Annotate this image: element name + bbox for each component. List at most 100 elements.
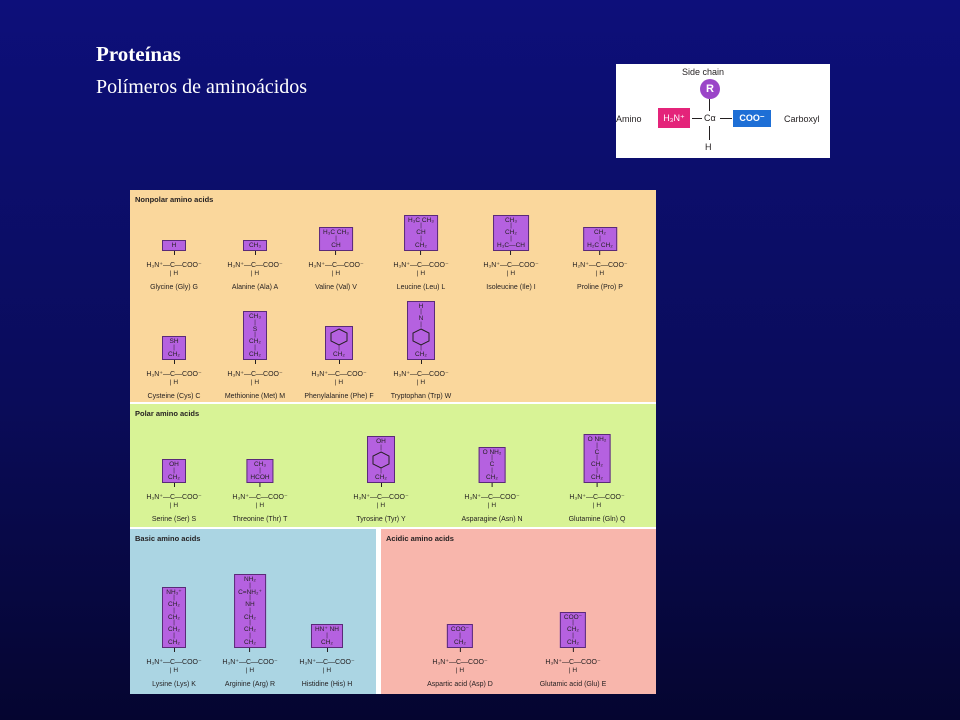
bond-to-alpha-carbon xyxy=(173,251,175,255)
amino-acid-name: Phenylalanine (Phe) F xyxy=(304,393,374,400)
bond-to-alpha-carbon xyxy=(173,360,175,364)
alpha-hydrogen: | H xyxy=(255,502,265,509)
alpha-hydrogen: | H xyxy=(169,379,179,386)
amino-acid-polar: CH₃ | HCOH H₃N⁺—C—COO⁻ | H Threonine (Thr) T xyxy=(216,413,304,523)
amino-acid-nonpolar: | CH₂ H₃N⁺—C—COO⁻ | H Phenylalanine (Phe) F xyxy=(295,290,383,400)
amino-acid-polar: OH | | CH₂ H₃N⁺—C—COO⁻ | H Tyrosine (Tyr) Y xyxy=(337,413,425,523)
bond: | xyxy=(338,344,340,351)
bond: | xyxy=(254,332,256,338)
carboxyl-label: Carboxyl xyxy=(784,114,820,124)
r-group-circle: R xyxy=(700,79,720,99)
side-chain: CH₂ | H₂C CH₂ xyxy=(583,227,617,255)
side-group: OH xyxy=(376,438,386,445)
bond-to-alpha-carbon xyxy=(599,251,601,255)
bond: | xyxy=(420,309,422,315)
amino-acid-polar: O NH₂ | C | CH₂ H₃N⁺—C—COO⁻ | H Asparagine (Asn… xyxy=(448,413,536,523)
amino-acid-name: Alanine (Ala) A xyxy=(231,284,279,291)
amino-group-box: H₃N⁺ xyxy=(658,108,690,128)
amino-acid-basic: NH₃⁺ | CH₂ | CH₂ | CH₂ | CH₂ H₃N⁺—C—COO⁻ | H Lysine… xyxy=(130,578,218,688)
bond: | xyxy=(459,632,461,639)
backbone-formula: H₃N⁺—C—COO⁻ xyxy=(146,494,202,501)
amino-acid-name: Cysteine (Cys) C xyxy=(147,393,201,400)
side-chain-box: COO⁻ | CH₂ xyxy=(446,624,474,648)
acidic-panel: Acidic amino acids xyxy=(381,529,656,694)
side-chain-box: H xyxy=(162,239,186,251)
bond: | xyxy=(249,632,251,639)
backbone-formula: H₃N⁺—C—COO⁻ xyxy=(432,659,488,666)
side-group: CH₂ xyxy=(505,229,517,236)
amino-label: Amino xyxy=(616,114,642,124)
side-chain: H | N | | CH₂ xyxy=(407,300,435,364)
bond: | xyxy=(326,632,328,639)
bond: | xyxy=(596,455,598,461)
amino-acid-nonpolar: CH₃ | S | CH₂ | CH₂ H₃N⁺—C—COO⁻ | H Methionine (M… xyxy=(211,290,299,400)
backbone-formula: H₃N⁺—C—COO⁻ xyxy=(311,371,367,378)
side-chain-box: NH₃⁺ | CH₂ | CH₂ | CH₂ | CH₂ xyxy=(162,586,186,648)
bond-to-alpha-carbon xyxy=(173,648,175,652)
backbone-formula: H₃N⁺—C—COO⁻ xyxy=(232,494,288,501)
bond-to-alpha-carbon xyxy=(420,360,422,364)
side-group: H xyxy=(171,241,177,249)
side-group: CH₂ xyxy=(168,350,180,358)
side-group: NH xyxy=(245,601,255,608)
side-chain: NH₂ | C=NH₂⁺ | NH | CH₂ | CH₂ | CH₂ xyxy=(234,574,266,652)
alpha-hydrogen: | H xyxy=(334,379,344,386)
side-group: H xyxy=(418,302,424,310)
bond: | xyxy=(572,632,574,639)
side-group: CH₂ xyxy=(567,626,579,633)
side-chain-label: Side chain xyxy=(682,67,725,77)
alpha-hydrogen: | H xyxy=(455,667,465,674)
amino-acid-name: Tyrosine (Tyr) Y xyxy=(356,516,406,523)
side-group: CH₂ xyxy=(321,638,333,646)
side-chain-box: H | N | | CH₂ xyxy=(407,300,435,360)
amino-acid-name: Glutamic acid (Glu) E xyxy=(539,681,607,688)
bond-to-alpha-carbon xyxy=(249,648,251,652)
side-chain: H₃C CH₃ | CH xyxy=(319,227,353,255)
bond-to-alpha-carbon xyxy=(572,648,574,652)
side-group: CH₂ xyxy=(249,338,261,345)
slide-subtitle: Polímeros de aminoácidos xyxy=(96,76,308,98)
side-group: CH₂ xyxy=(168,613,180,621)
nonpolar-panel: Nonpolar amino acids xyxy=(130,190,656,402)
carboxyl-group-box: COO⁻ xyxy=(733,110,771,127)
aromatic-ring-icon xyxy=(372,450,390,469)
side-group: N xyxy=(418,315,424,322)
alpha-hydrogen: | H xyxy=(568,667,578,674)
side-group: CH₂ xyxy=(594,229,606,236)
side-chain-box: H₃C CH₃ | CH | CH₂ xyxy=(404,214,438,251)
side-chain-box: O NH₂ | C | CH₂ xyxy=(478,446,506,483)
backbone-formula: H₃N⁺—C—COO⁻ xyxy=(353,494,409,501)
bond-to-alpha-carbon xyxy=(254,360,256,364)
aromatic-ring-icon xyxy=(412,327,430,346)
backbone-formula: H₃N⁺—C—COO⁻ xyxy=(146,659,202,666)
amino-acid-name: Arginine (Arg) R xyxy=(224,681,276,688)
bond: | xyxy=(420,344,422,351)
backbone-formula: H₃N⁺—C—COO⁻ xyxy=(146,371,202,378)
side-group: HN⁺ NH xyxy=(314,626,340,633)
polar-title: Polar amino acids xyxy=(135,409,200,418)
bond: | xyxy=(173,632,175,639)
amino-acid-name: Histidine (His) H xyxy=(301,681,353,688)
side-group: H₃C—CH xyxy=(497,241,525,249)
side-chain-box: HN⁺ NH | CH₂ xyxy=(310,624,344,648)
amino-acid-name: Threonine (Thr) T xyxy=(232,516,288,523)
backbone-formula: H₃N⁺—C—COO⁻ xyxy=(569,494,625,501)
alpha-hydrogen: | H xyxy=(169,502,179,509)
side-group: O NH₂ xyxy=(482,448,502,456)
side-chain-box: CH₃ | HCOH xyxy=(246,459,274,483)
side-group: CH₃ xyxy=(253,461,267,468)
side-chain-box: CH₃ | S | CH₂ | CH₂ xyxy=(243,311,267,360)
amino-acid-nonpolar: H₃C CH₃ | CH H₃N⁺—C—COO⁻ | H Valine (Val) V xyxy=(292,181,380,291)
side-chain: O NH₂ | C | CH₂ xyxy=(478,446,506,487)
side-chain-box: OH | | CH₂ xyxy=(367,436,395,483)
backbone-formula: H₂N⁺—C—COO⁻ xyxy=(572,262,628,269)
nonpolar-title: Nonpolar amino acids xyxy=(135,195,214,204)
bond: | xyxy=(599,235,601,242)
bond-calpha-h xyxy=(709,126,710,140)
side-group: CH₃ xyxy=(248,241,262,249)
side-chain: OH | CH₂ xyxy=(162,459,186,487)
amino-acid-name: Asparagine (Asn) N xyxy=(461,516,523,523)
generic-amino-acid-diagram: Side chain R Amino H₃N⁺ Cα COO⁻ Carboxyl… xyxy=(616,64,830,158)
amino-acid-nonpolar: CH₃ | CH₂ | H₃C—CH H₃N⁺—C—COO⁻ | H Isoleucine (… xyxy=(467,181,555,291)
side-group: O NH₂ xyxy=(587,436,607,443)
